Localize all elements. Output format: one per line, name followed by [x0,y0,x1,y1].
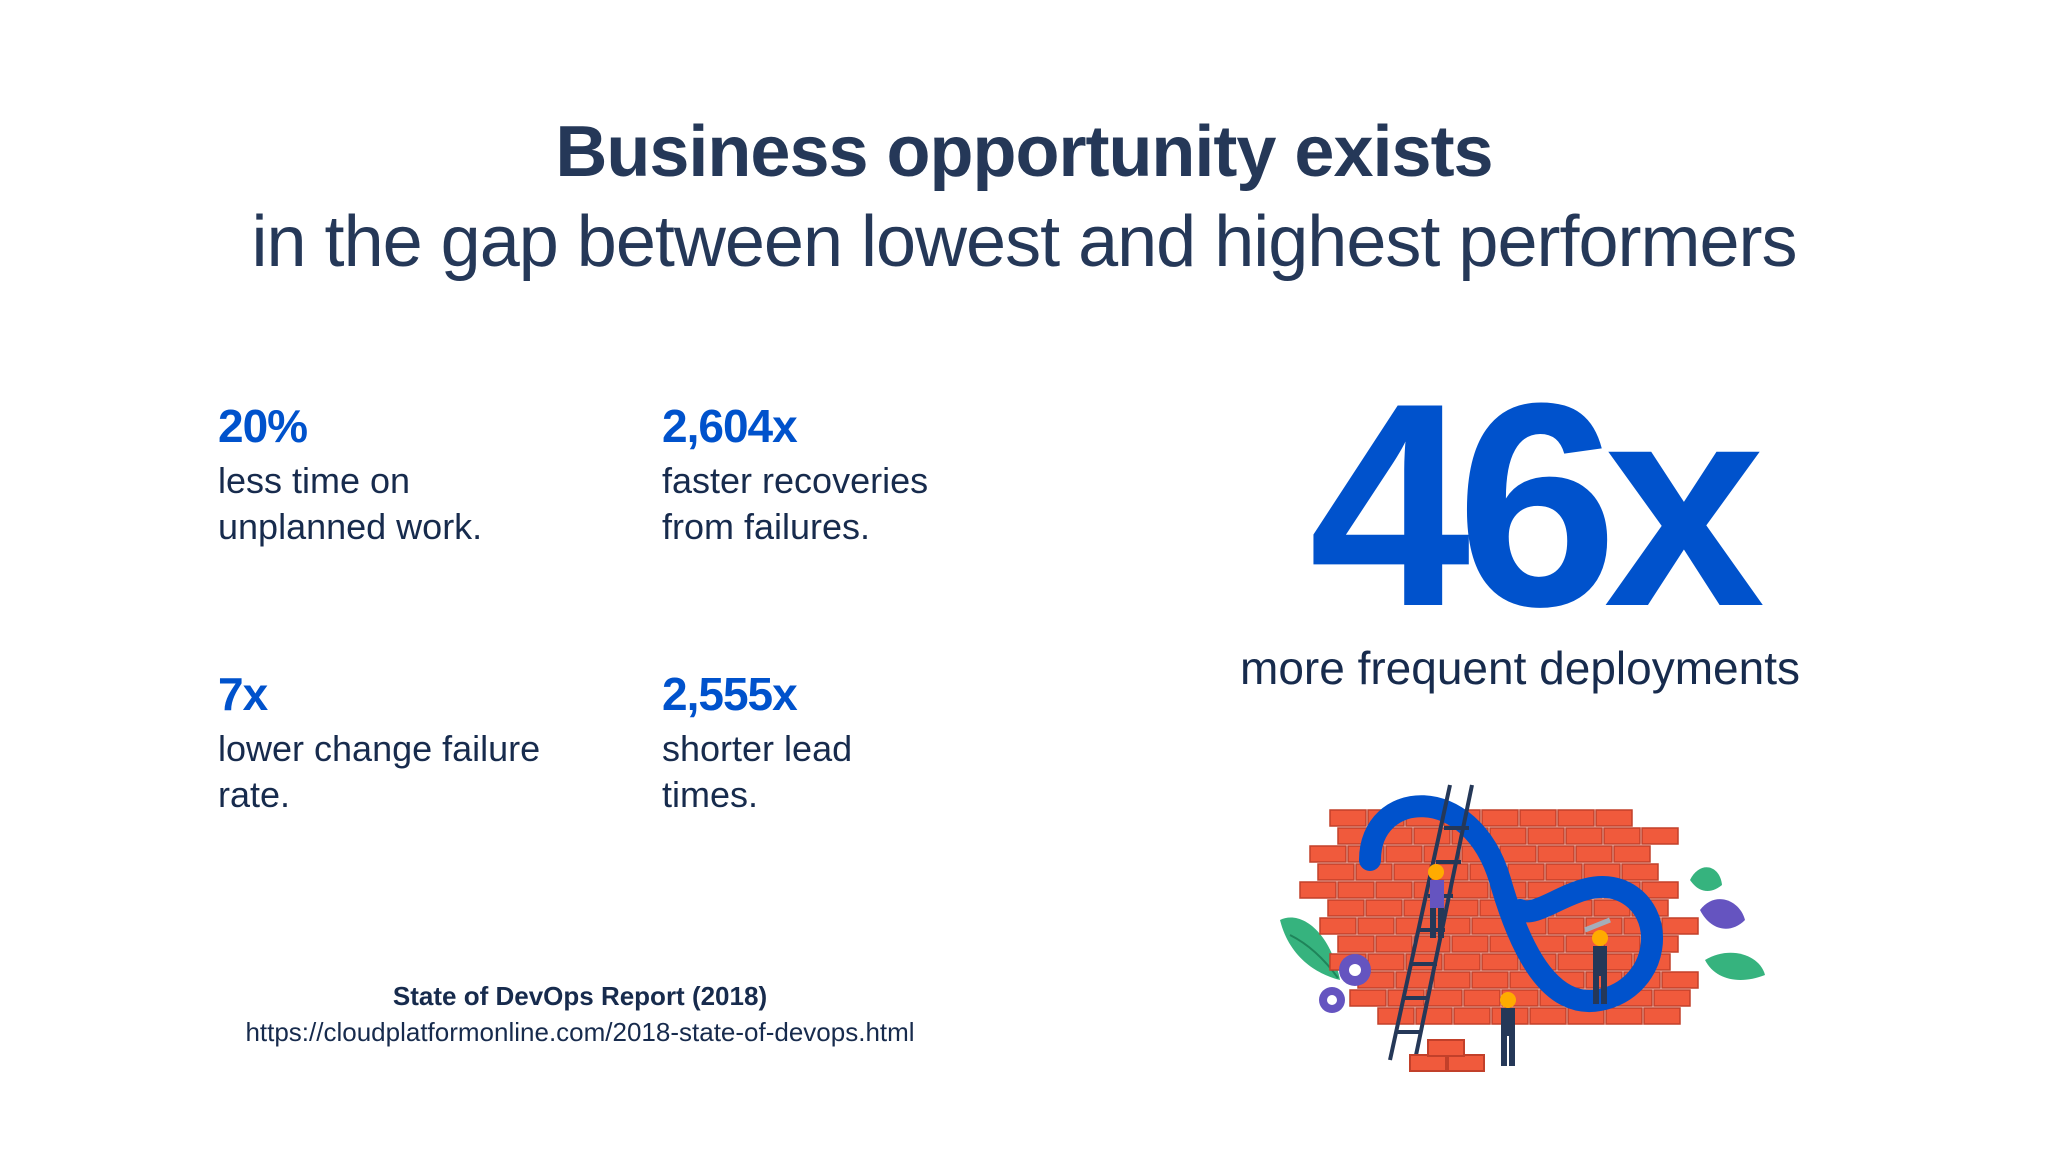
brick [1507,863,1545,881]
brick [1337,881,1375,899]
brick [1529,1007,1567,1025]
brick [1327,899,1365,917]
brick [1443,953,1481,971]
source-name: State of DevOps Report (2018) [392,981,768,1011]
brick [1489,827,1527,845]
brick [1527,827,1565,845]
infinity-loop-icon [1359,795,1663,1013]
page-title: Business opportunity exists in the gap b… [0,108,2048,288]
brick [1319,917,1357,935]
brick [1537,845,1575,863]
brick [1375,935,1413,953]
brick [1621,863,1659,881]
brick [1605,1007,1643,1025]
devops-wall-illustration [1280,784,1765,1072]
brick [1595,809,1633,827]
brick [1367,953,1405,971]
brick [1565,827,1603,845]
brick [1653,989,1691,1007]
brick [1375,881,1413,899]
stat-description: faster recoveries from failures. [662,460,929,547]
brick [1613,845,1651,863]
brick [1641,827,1679,845]
stat-lead-times: 2,555x shorter lead times. [662,666,1062,818]
brick [1357,917,1395,935]
stat-value: 2,555x [662,668,798,720]
brick [1575,845,1613,863]
brick [1309,845,1347,863]
brick [1451,881,1489,899]
brick [1499,845,1537,863]
gear-icon [1319,954,1371,1013]
brick [1377,1007,1415,1025]
brick [1433,971,1471,989]
brick [1425,989,1463,1007]
brick [1413,827,1451,845]
brick [1393,863,1431,881]
brick [1557,809,1595,827]
worker-icon [1500,992,1516,1066]
stat-value: 20% [218,400,308,452]
brick [1385,845,1423,863]
stat-description: lower change failure rate. [218,728,541,815]
stat-recoveries: 2,604x faster recoveries from failures. [662,398,1062,550]
brick [1471,971,1509,989]
brick [1603,935,1641,953]
brick-pile-icon [1409,1039,1485,1072]
brick [1329,809,1367,827]
brick [1641,881,1679,899]
brick [1661,917,1699,935]
brick [1463,989,1501,1007]
brick [1547,917,1585,935]
brick [1365,899,1403,917]
title-line-2: in the gap between lowest and highest pe… [251,202,1798,282]
brick [1451,935,1489,953]
worker-icon [1428,864,1444,938]
brick [1481,953,1519,971]
source-url[interactable]: https://cloudplatformonline.com/2018-sta… [245,1017,915,1047]
stat-unplanned-work: 20% less time on unplanned work. [218,398,618,550]
brick [1413,935,1451,953]
leaf-icon [1280,917,1340,980]
stat-change-failure: 7x lower change failure rate. [218,666,618,818]
brick [1349,989,1387,1007]
stat-value: 2,604x [662,400,798,452]
stat-value: 7x [218,668,268,720]
source-citation: State of DevOps Report (2018) https://cl… [180,978,980,1050]
headline-stat-value: 46x [1309,343,1765,667]
headline-stat-description: more frequent deployments [1240,642,1800,694]
leaf-icon [1690,867,1765,980]
brick [1481,809,1519,827]
brick [1317,863,1355,881]
stat-description: shorter lead times. [662,728,853,815]
brick [1643,1007,1681,1025]
title-line-1: Business opportunity exists [555,112,1493,192]
brick [1557,953,1595,971]
brick [1395,971,1433,989]
brick [1519,809,1557,827]
brick [1545,863,1583,881]
worker-icon [1584,917,1611,1004]
brick [1337,935,1375,953]
brick [1603,827,1641,845]
brick [1299,881,1337,899]
brick [1453,1007,1491,1025]
stat-description: less time on unplanned work. [218,460,483,547]
brick [1661,971,1699,989]
